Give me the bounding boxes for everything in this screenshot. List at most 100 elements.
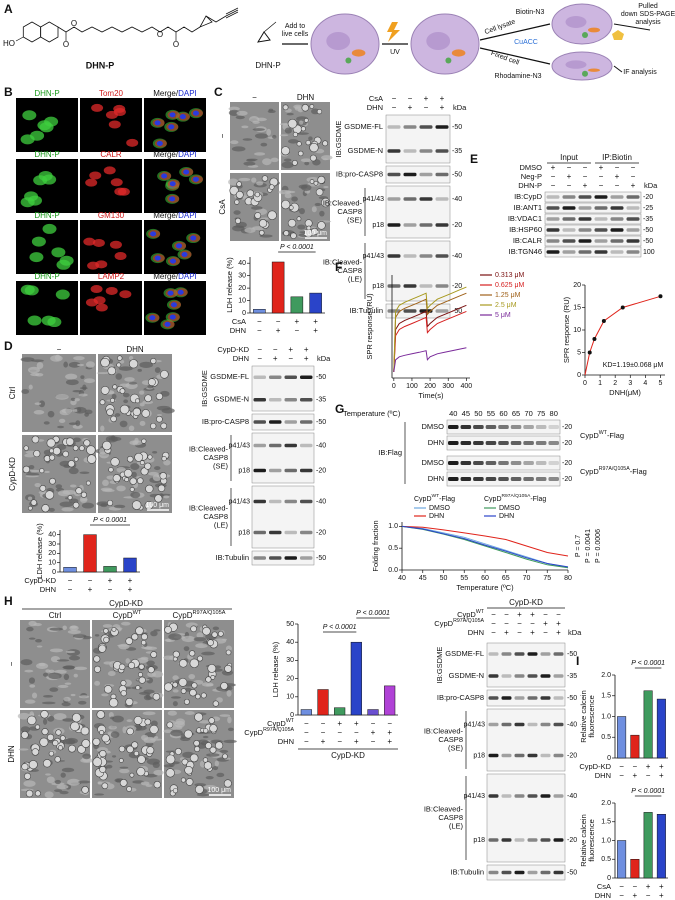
dead-cell (315, 188, 324, 196)
band (548, 461, 559, 465)
dead-cell (136, 767, 146, 777)
protein-icon (445, 57, 452, 64)
dead-cell (144, 394, 152, 403)
sign: + (354, 737, 359, 746)
nucleus (169, 112, 176, 118)
band (435, 284, 449, 288)
cell-texture (284, 193, 292, 199)
cell-texture (78, 393, 88, 397)
cell-signal (42, 223, 57, 234)
dead-cell (197, 655, 203, 662)
dead-cell (81, 739, 91, 748)
band (387, 125, 401, 129)
cell-texture (70, 397, 76, 402)
label-part: WT (599, 430, 608, 436)
dead-cell (194, 712, 204, 722)
sign: − (288, 354, 293, 363)
dead-cell (71, 713, 82, 723)
x-tick-label: 400 (461, 383, 473, 390)
label-part: DHN (367, 103, 383, 112)
cell-texture (188, 673, 196, 680)
label: UV (390, 49, 400, 56)
cell-texture (308, 136, 313, 141)
cell-texture (119, 383, 130, 388)
sign: + (567, 172, 572, 181)
dead-cell (202, 757, 209, 763)
bar (317, 689, 329, 716)
cell-texture (61, 408, 73, 414)
label-part: CypD (457, 610, 476, 619)
dead-cell (205, 742, 212, 750)
sign: + (615, 172, 620, 181)
cell-texture (112, 715, 124, 723)
cell-texture (28, 469, 42, 473)
cell-texture (78, 695, 90, 699)
dead-cell (153, 780, 161, 789)
cell-signal (119, 290, 132, 299)
label: CypD-KD (509, 598, 543, 607)
annotation: P = 0.0006 (595, 529, 602, 563)
cell-signal (38, 170, 53, 181)
label: (LE) (348, 274, 363, 283)
organelle-icon (588, 27, 600, 33)
band (510, 461, 522, 465)
label: CASP8 (203, 512, 228, 521)
rule (225, 11, 239, 19)
y-tick-label: 1.0 (601, 713, 611, 720)
cell-texture (137, 368, 142, 372)
dead-cell (20, 731, 29, 739)
cell-texture (94, 793, 105, 796)
band (473, 425, 484, 429)
dead-cell (123, 468, 133, 478)
y-tick-label: 1.5 (601, 693, 611, 700)
x-tick-label: 100 (406, 383, 418, 390)
label: DHN (278, 737, 294, 746)
cell-texture (72, 424, 83, 429)
dead-cell (126, 786, 132, 792)
sign: − (408, 94, 413, 103)
unit: kDa (453, 103, 467, 112)
cell-texture (196, 632, 204, 639)
label: CypD-KD (331, 751, 365, 760)
dead-cell (23, 445, 29, 451)
nucleus (161, 173, 168, 179)
cell-texture (260, 217, 271, 220)
cell-texture (103, 661, 113, 665)
cell-texture (35, 638, 42, 643)
label: IB:Cleaved- (424, 804, 464, 813)
band (562, 195, 576, 199)
label-part: CsA (232, 317, 246, 326)
atom: O (71, 19, 77, 28)
sign: + (387, 728, 392, 737)
arrow (613, 23, 651, 31)
label-part: -Flag (630, 467, 647, 476)
unit: kDa (568, 628, 582, 637)
band (488, 674, 499, 678)
label: p18 (473, 837, 485, 844)
cell-texture (82, 753, 91, 760)
cell-signal (27, 195, 42, 206)
cell-texture (260, 142, 268, 147)
cell-texture (222, 638, 227, 641)
dead-cell (209, 724, 218, 733)
cell-texture (24, 453, 35, 458)
cell-texture (97, 781, 103, 785)
band (510, 477, 522, 481)
label-part: CypD (113, 611, 133, 620)
dead-cell (118, 745, 126, 753)
band (269, 420, 282, 424)
band (269, 375, 282, 380)
dead-cell (46, 438, 56, 448)
annotation: P = 0.7 (575, 535, 582, 557)
band (460, 477, 472, 481)
dead-cell (119, 388, 126, 394)
cell-texture (154, 367, 161, 374)
kda-marker: -20 (562, 476, 572, 483)
compound-name: DHN-P (86, 60, 115, 70)
dead-cell (306, 225, 312, 231)
cell-texture (55, 484, 63, 489)
label: DMSO (422, 458, 445, 467)
bar (271, 261, 285, 314)
label-part: CypD (434, 619, 453, 628)
band (269, 556, 282, 560)
